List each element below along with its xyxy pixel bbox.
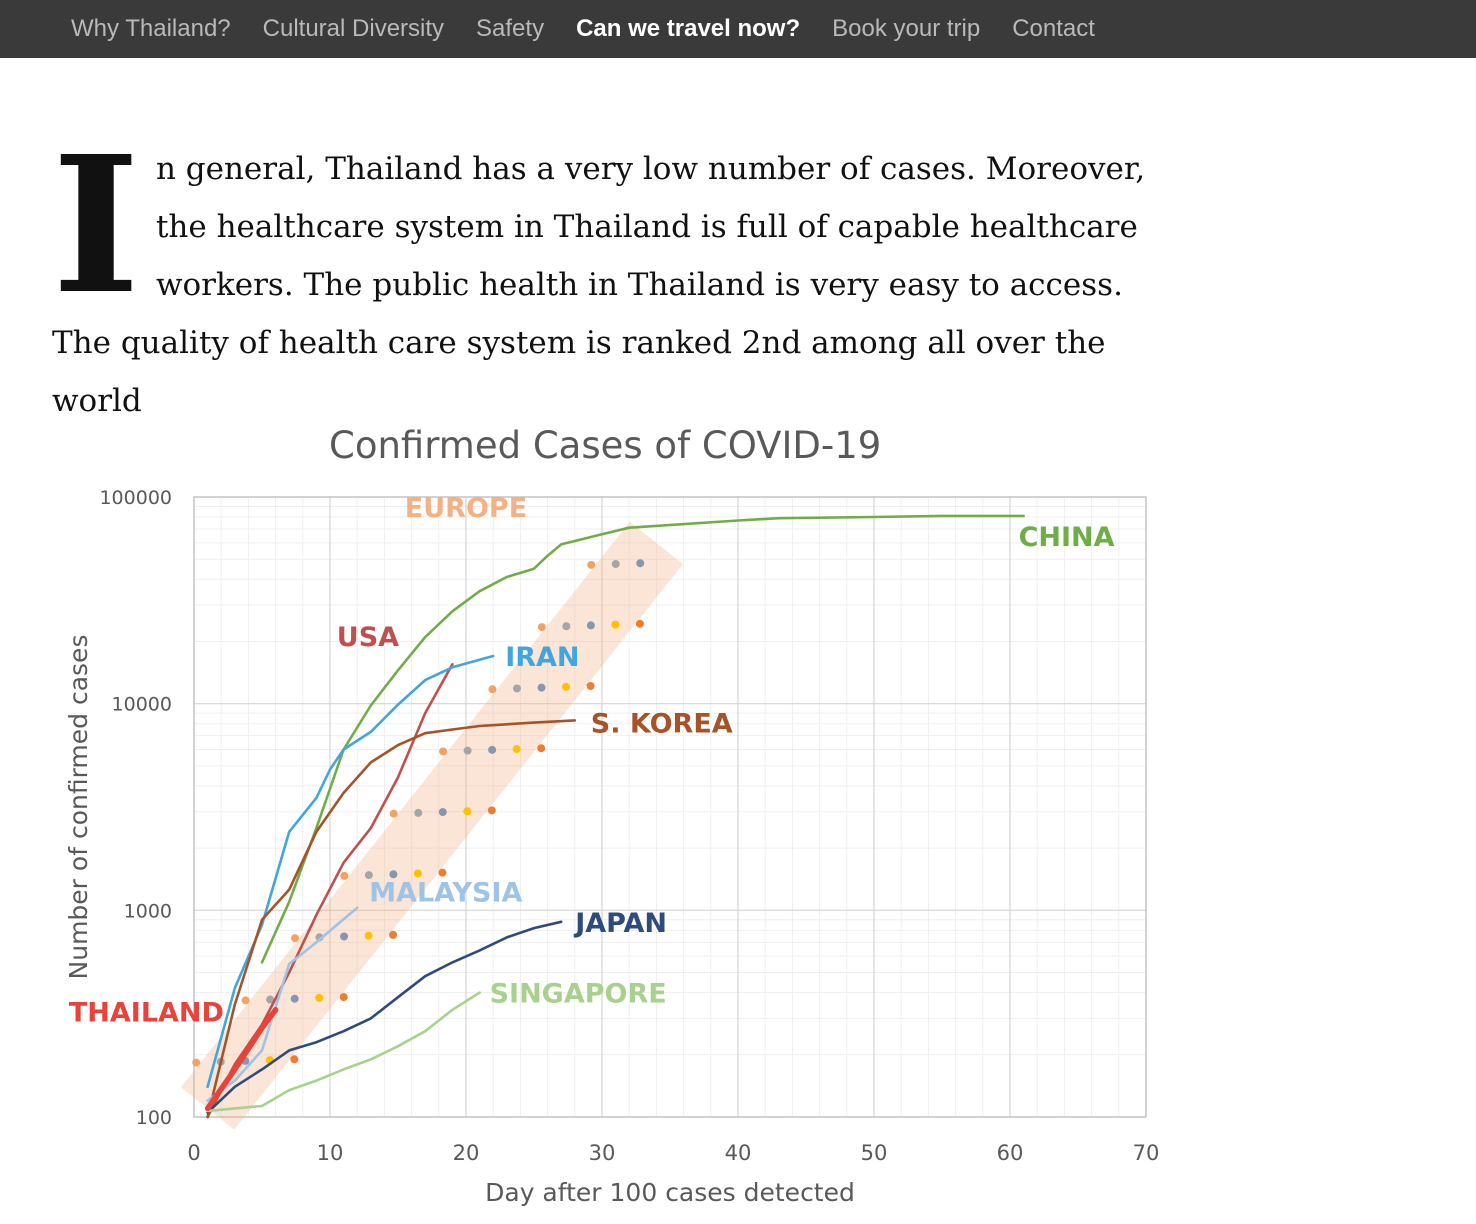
europe-country-dot <box>290 934 299 943</box>
europe-country-dot <box>340 871 349 880</box>
x-tick-label: 70 <box>1133 1141 1160 1165</box>
nav-link-why-thailand[interactable]: Why Thailand? <box>71 15 231 42</box>
europe-country-dot <box>562 622 571 631</box>
europe-country-dot <box>315 993 324 1002</box>
europe-country-dot <box>463 807 472 816</box>
nav-link-contact[interactable]: Contact <box>1012 15 1095 42</box>
y-tick-label: 100 <box>136 1107 172 1129</box>
intro-text: n general, Thailand has a very low numbe… <box>52 151 1146 419</box>
europe-country-dot <box>488 745 497 754</box>
covid-cases-chart: 0 10 20 30 40 50 60 70 100 1000 10000 100000 Confirm… <box>50 410 1180 1220</box>
series-label-thailand: THAILAND <box>69 997 224 1028</box>
nav-link-safety[interactable]: Safety <box>476 15 545 42</box>
europe-country-dot <box>364 871 373 880</box>
top-navigation-bar: Why Thailand? Cultural Diversity Safety … <box>0 0 1476 58</box>
y-tick-label: 1000 <box>124 900 172 922</box>
series-line-japan <box>206 920 563 1114</box>
nav-link-cultural-diversity[interactable]: Cultural Diversity <box>262 15 445 42</box>
nav-link-can-we-travel-now[interactable]: Can we travel now? <box>576 15 801 42</box>
series-label-iran: IRAN <box>505 642 579 673</box>
europe-country-dot <box>463 746 472 755</box>
series-label-china: CHINA <box>1019 522 1115 553</box>
x-tick-label: 20 <box>453 1141 480 1165</box>
europe-country-dot <box>339 993 348 1002</box>
europe-country-dot <box>636 559 645 568</box>
series-label-s-korea: S. KOREA <box>591 708 733 739</box>
europe-country-dot <box>586 621 595 630</box>
series-label-singapore: SINGAPORE <box>490 979 667 1010</box>
europe-band <box>180 521 684 1130</box>
europe-country-dot <box>340 932 349 941</box>
europe-country-dot <box>290 1055 299 1064</box>
europe-country-dot <box>587 560 596 569</box>
x-tick-label: 0 <box>187 1141 200 1165</box>
europe-country-dot <box>389 930 398 939</box>
europe-country-dot <box>266 995 275 1004</box>
chart-svg: 0 10 20 30 40 50 60 70 100 1000 10000 100000 Confirm… <box>64 424 1160 1207</box>
europe-country-dot <box>611 560 620 569</box>
y-tick-label: 10000 <box>112 694 172 716</box>
europe-country-dot <box>635 619 644 628</box>
x-tick-label: 30 <box>589 1141 616 1165</box>
europe-country-dot <box>438 808 447 817</box>
europe-country-dot <box>488 685 497 694</box>
y-axis-label: Number of confirmed cases <box>64 635 93 980</box>
x-tick-label: 60 <box>997 1141 1024 1165</box>
europe-country-dot <box>241 996 250 1005</box>
europe-country-dot <box>611 620 620 629</box>
europe-country-dot <box>364 931 373 940</box>
europe-country-dot <box>537 683 546 692</box>
series-label-malaysia: MALAYSIA <box>369 878 522 909</box>
series-line-singapore <box>206 991 481 1113</box>
europe-country-dot <box>389 870 398 879</box>
plot-area-border <box>193 496 1147 1118</box>
europe-country-dot <box>192 1058 201 1067</box>
x-axis-label: Day after 100 cases detected <box>485 1178 855 1207</box>
intro-paragraph: I n general, Thailand has a very low num… <box>52 115 1182 430</box>
europe-country-dot <box>439 747 448 756</box>
nav-link-book-your-trip[interactable]: Book your trip <box>832 15 981 42</box>
europe-country-dot <box>586 682 595 691</box>
europe-country-dot <box>537 623 546 632</box>
y-tick-label: 100000 <box>99 487 172 509</box>
europe-country-dot <box>389 809 398 818</box>
drop-cap-letter: I <box>52 115 140 336</box>
series-label-usa: USA <box>337 622 399 653</box>
europe-country-dot <box>512 684 521 693</box>
x-tick-label: 40 <box>725 1141 752 1165</box>
series-label-japan: JAPAN <box>573 908 667 939</box>
series-line-s-korea <box>206 719 577 1119</box>
europe-country-dot <box>413 869 422 878</box>
europe-country-dot <box>562 682 571 691</box>
series-label-europe: EUROPE <box>405 493 527 524</box>
europe-country-dot <box>414 808 423 817</box>
x-tick-label: 10 <box>317 1141 344 1165</box>
x-tick-label: 50 <box>861 1141 888 1165</box>
europe-country-dot <box>537 744 546 753</box>
europe-country-dot <box>290 994 299 1003</box>
series-line-thailand <box>204 1007 279 1112</box>
europe-country-dot <box>487 806 496 815</box>
chart-title: Confirmed Cases of COVID-19 <box>329 424 881 467</box>
europe-country-dot <box>512 745 521 754</box>
europe-country-dot <box>438 868 447 877</box>
series-line-china <box>260 514 1025 964</box>
